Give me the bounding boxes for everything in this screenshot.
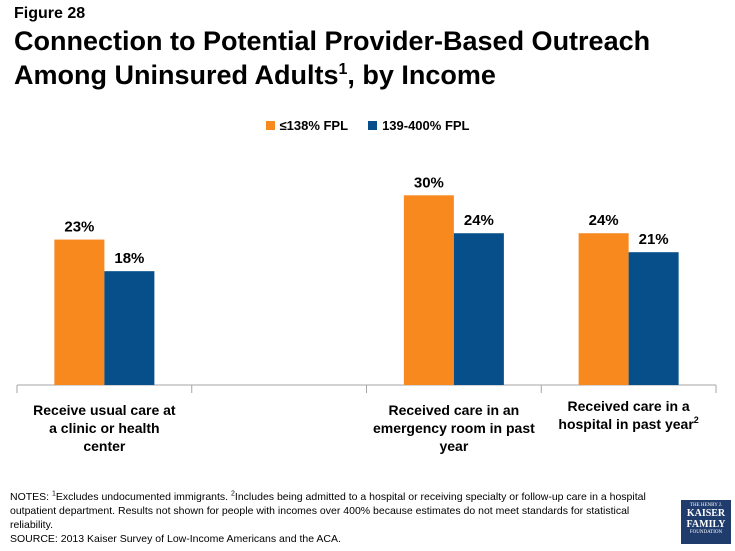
- data-label: 21%: [639, 231, 669, 248]
- notes-text: NOTES: 1Excludes undocumented immigrants…: [10, 490, 670, 532]
- legend-swatch-series-2: [368, 121, 378, 130]
- footnote-1-mark: 1: [52, 490, 56, 498]
- x-tick-label: emergency room in past: [373, 420, 535, 436]
- logo-line-1: THE HENRY J.: [689, 503, 723, 508]
- source-note: SOURCE: 2013 Kaiser Survey of Low-Income…: [10, 533, 341, 545]
- bar-series-2: [628, 252, 679, 385]
- x-tick-label: a clinic or health: [49, 420, 159, 436]
- data-label: 18%: [114, 250, 144, 267]
- bar-series-1: [403, 195, 454, 385]
- title-tail: , by Income: [347, 60, 496, 90]
- title-footnote-mark: 1: [338, 61, 348, 78]
- logo-line-4: FOUNDATION: [689, 530, 723, 535]
- data-label: 30%: [414, 174, 444, 191]
- bar-series-1: [578, 233, 629, 385]
- notes: NOTES: 1Excludes undocumented immigrants…: [10, 490, 670, 546]
- data-label: 24%: [464, 212, 494, 229]
- x-tick-label-footnote: 2: [694, 415, 699, 425]
- bar-series-2: [104, 271, 155, 385]
- x-tick-label: Receive usual care at: [33, 402, 176, 418]
- kff-logo: THE HENRY J. KAISER FAMILY FOUNDATION: [681, 500, 731, 544]
- x-tick-label: Received care in a: [568, 398, 690, 414]
- legend-swatch-series-1: [265, 121, 275, 130]
- legend-label-series-1: ≤138% FPL: [279, 118, 349, 133]
- logo-line-2: KAISER: [686, 508, 726, 519]
- bar-series-2: [453, 233, 504, 385]
- footnote-2-text: Includes being admitted to a hospital or…: [10, 491, 646, 531]
- legend: ≤138% FPL 139-400% FPL: [0, 118, 735, 133]
- x-tick-label: center: [83, 438, 126, 454]
- footnote-2-mark: 2: [231, 490, 235, 498]
- data-label: 23%: [64, 219, 94, 236]
- data-label: 24%: [589, 212, 619, 229]
- legend-label-series-2: 139-400% FPL: [382, 118, 470, 133]
- x-tick-label: Received care in an: [389, 402, 520, 418]
- legend-item-series-1: ≤138% FPL: [265, 118, 349, 133]
- x-tick-label: year: [439, 438, 468, 454]
- figure-label: Figure 28: [14, 5, 86, 22]
- bar-chart: 23% 18% Receive usual care at a clinic or h…: [16, 174, 717, 454]
- notes-prefix: NOTES:: [10, 491, 53, 503]
- footnote-1-text: Excludes undocumented immigrants.: [55, 491, 232, 503]
- x-tick-label: hospital in past year2: [558, 415, 698, 432]
- logo-line-3: FAMILY: [686, 519, 726, 530]
- legend-item-series-2: 139-400% FPL: [368, 118, 470, 133]
- title-main: Connection to Potential Provider-Based O…: [14, 26, 651, 90]
- bar-series-1: [54, 239, 105, 385]
- chart-title: Connection to Potential Provider-Based O…: [14, 24, 714, 92]
